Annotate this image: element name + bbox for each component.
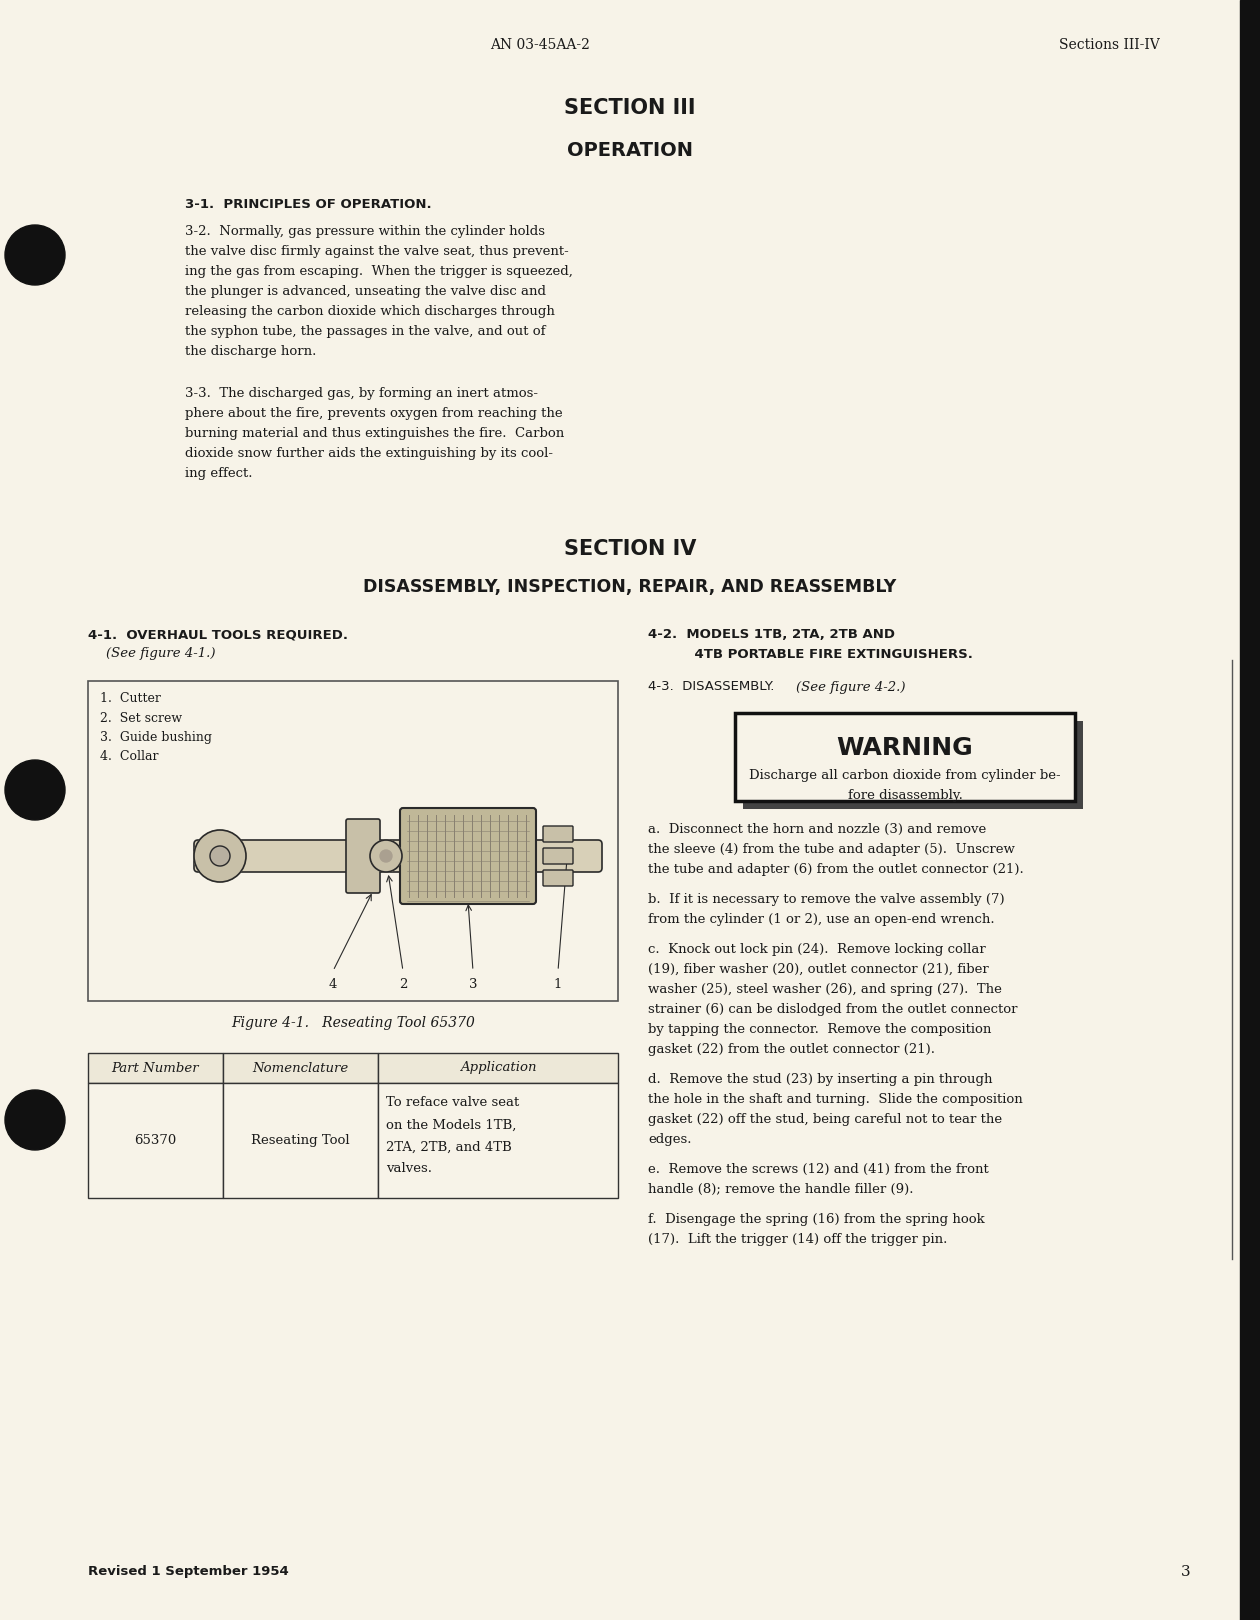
FancyBboxPatch shape: [346, 820, 381, 893]
Text: the hole in the shaft and turning.  Slide the composition: the hole in the shaft and turning. Slide…: [648, 1092, 1023, 1105]
Text: burning material and thus extinguishes the fire.  Carbon: burning material and thus extinguishes t…: [185, 428, 564, 441]
Text: Revised 1 September 1954: Revised 1 September 1954: [88, 1565, 289, 1578]
Text: Reseating Tool: Reseating Tool: [251, 1134, 350, 1147]
Bar: [1240, 0, 1260, 1620]
Text: 1: 1: [554, 978, 562, 991]
Text: Figure 4-1.   Reseating Tool 65370: Figure 4-1. Reseating Tool 65370: [231, 1016, 475, 1030]
Text: SECTION IV: SECTION IV: [563, 539, 697, 559]
Bar: [735, 713, 1075, 800]
Text: d.  Remove the stud (23) by inserting a pin through: d. Remove the stud (23) by inserting a p…: [648, 1072, 993, 1085]
Text: 65370: 65370: [135, 1134, 176, 1147]
Text: the plunger is advanced, unseating the valve disc and: the plunger is advanced, unseating the v…: [185, 285, 546, 298]
Text: the valve disc firmly against the valve seat, thus prevent-: the valve disc firmly against the valve …: [185, 246, 568, 259]
Text: fore disassembly.: fore disassembly.: [848, 789, 963, 802]
Text: 3-3.  The discharged gas, by forming an inert atmos-: 3-3. The discharged gas, by forming an i…: [185, 387, 538, 400]
Bar: [223, 1084, 378, 1199]
Text: 4.  Collar: 4. Collar: [100, 750, 159, 763]
Circle shape: [381, 850, 392, 862]
FancyBboxPatch shape: [543, 847, 573, 863]
Text: strainer (6) can be dislodged from the outlet connector: strainer (6) can be dislodged from the o…: [648, 1003, 1018, 1016]
Text: (17).  Lift the trigger (14) off the trigger pin.: (17). Lift the trigger (14) off the trig…: [648, 1233, 948, 1246]
Text: 2.  Set screw: 2. Set screw: [100, 711, 183, 724]
Text: e.  Remove the screws (12) and (41) from the front: e. Remove the screws (12) and (41) from …: [648, 1163, 989, 1176]
Text: by tapping the connector.  Remove the composition: by tapping the connector. Remove the com…: [648, 1022, 992, 1035]
Bar: [223, 1053, 378, 1084]
Text: (See figure 4-1.): (See figure 4-1.): [106, 646, 215, 659]
Text: 3: 3: [469, 978, 478, 991]
Text: ing the gas from escaping.  When the trigger is squeezed,: ing the gas from escaping. When the trig…: [185, 266, 573, 279]
Text: dioxide snow further aids the extinguishing by its cool-: dioxide snow further aids the extinguish…: [185, 447, 553, 460]
Text: a.  Disconnect the horn and nozzle (3) and remove: a. Disconnect the horn and nozzle (3) an…: [648, 823, 987, 836]
Text: valves.: valves.: [386, 1163, 432, 1176]
Text: 4TB PORTABLE FIRE EXTINGUISHERS.: 4TB PORTABLE FIRE EXTINGUISHERS.: [677, 648, 973, 661]
Text: gasket (22) from the outlet connector (21).: gasket (22) from the outlet connector (2…: [648, 1043, 935, 1056]
Text: (19), fiber washer (20), outlet connector (21), fiber: (19), fiber washer (20), outlet connecto…: [648, 962, 989, 975]
Text: SECTION III: SECTION III: [564, 97, 696, 118]
Text: 1.  Cutter: 1. Cutter: [100, 692, 161, 705]
Text: Sections III-IV: Sections III-IV: [1060, 37, 1160, 52]
Text: Discharge all carbon dioxide from cylinder be-: Discharge all carbon dioxide from cylind…: [750, 768, 1061, 781]
Circle shape: [5, 1090, 66, 1150]
Text: OPERATION: OPERATION: [567, 141, 693, 159]
Text: Part Number: Part Number: [112, 1061, 199, 1074]
Circle shape: [5, 225, 66, 285]
Text: 3: 3: [1181, 1565, 1189, 1579]
Circle shape: [210, 846, 231, 867]
Text: on the Models 1TB,: on the Models 1TB,: [386, 1118, 517, 1131]
Text: handle (8); remove the handle filler (9).: handle (8); remove the handle filler (9)…: [648, 1183, 914, 1196]
Text: 4-1.  OVERHAUL TOOLS REQUIRED.: 4-1. OVERHAUL TOOLS REQUIRED.: [88, 629, 348, 642]
Text: (See figure 4-2.): (See figure 4-2.): [796, 680, 906, 693]
Text: Application: Application: [460, 1061, 537, 1074]
Text: b.  If it is necessary to remove the valve assembly (7): b. If it is necessary to remove the valv…: [648, 893, 1004, 906]
Bar: [88, 1084, 223, 1199]
Text: releasing the carbon dioxide which discharges through: releasing the carbon dioxide which disch…: [185, 306, 554, 319]
Text: WARNING: WARNING: [837, 735, 974, 760]
Text: To reface valve seat: To reface valve seat: [386, 1097, 519, 1110]
Text: the syphon tube, the passages in the valve, and out of: the syphon tube, the passages in the val…: [185, 326, 546, 339]
Text: gasket (22) off the stud, being careful not to tear the: gasket (22) off the stud, being careful …: [648, 1113, 1002, 1126]
Text: ing effect.: ing effect.: [185, 468, 252, 481]
Text: 4-3.  DISASSEMBLY.: 4-3. DISASSEMBLY.: [648, 680, 775, 693]
Text: f.  Disengage the spring (16) from the spring hook: f. Disengage the spring (16) from the sp…: [648, 1212, 985, 1225]
Text: 2: 2: [399, 978, 407, 991]
Text: phere about the fire, prevents oxygen from reaching the: phere about the fire, prevents oxygen fr…: [185, 408, 563, 421]
Circle shape: [370, 841, 402, 872]
Text: 4-2.  MODELS 1TB, 2TA, 2TB AND: 4-2. MODELS 1TB, 2TA, 2TB AND: [648, 629, 895, 642]
Text: washer (25), steel washer (26), and spring (27).  The: washer (25), steel washer (26), and spri…: [648, 982, 1002, 996]
Circle shape: [5, 760, 66, 820]
Text: edges.: edges.: [648, 1132, 692, 1145]
Bar: [88, 1053, 223, 1084]
Text: 3-2.  Normally, gas pressure within the cylinder holds: 3-2. Normally, gas pressure within the c…: [185, 225, 546, 238]
Text: 2TA, 2TB, and 4TB: 2TA, 2TB, and 4TB: [386, 1140, 512, 1153]
Text: the discharge horn.: the discharge horn.: [185, 345, 316, 358]
Text: from the cylinder (1 or 2), use an open-end wrench.: from the cylinder (1 or 2), use an open-…: [648, 912, 994, 925]
Text: Nomenclature: Nomenclature: [252, 1061, 349, 1074]
FancyBboxPatch shape: [194, 841, 602, 872]
Bar: [88, 680, 617, 1001]
Bar: [743, 721, 1084, 808]
Text: AN 03-45AA-2: AN 03-45AA-2: [490, 37, 590, 52]
Text: the tube and adapter (6) from the outlet connector (21).: the tube and adapter (6) from the outlet…: [648, 862, 1023, 875]
Text: DISASSEMBLY, INSPECTION, REPAIR, AND REASSEMBLY: DISASSEMBLY, INSPECTION, REPAIR, AND REA…: [363, 578, 897, 596]
Text: the sleeve (4) from the tube and adapter (5).  Unscrew: the sleeve (4) from the tube and adapter…: [648, 842, 1014, 855]
Bar: [378, 1053, 617, 1084]
Text: c.  Knock out lock pin (24).  Remove locking collar: c. Knock out lock pin (24). Remove locki…: [648, 943, 985, 956]
Text: 4: 4: [329, 978, 338, 991]
Text: 3-1.  PRINCIPLES OF OPERATION.: 3-1. PRINCIPLES OF OPERATION.: [185, 199, 432, 212]
Bar: [378, 1084, 617, 1199]
FancyBboxPatch shape: [543, 870, 573, 886]
FancyBboxPatch shape: [543, 826, 573, 842]
Circle shape: [194, 829, 246, 881]
Text: 3.  Guide bushing: 3. Guide bushing: [100, 731, 212, 744]
FancyBboxPatch shape: [399, 808, 536, 904]
